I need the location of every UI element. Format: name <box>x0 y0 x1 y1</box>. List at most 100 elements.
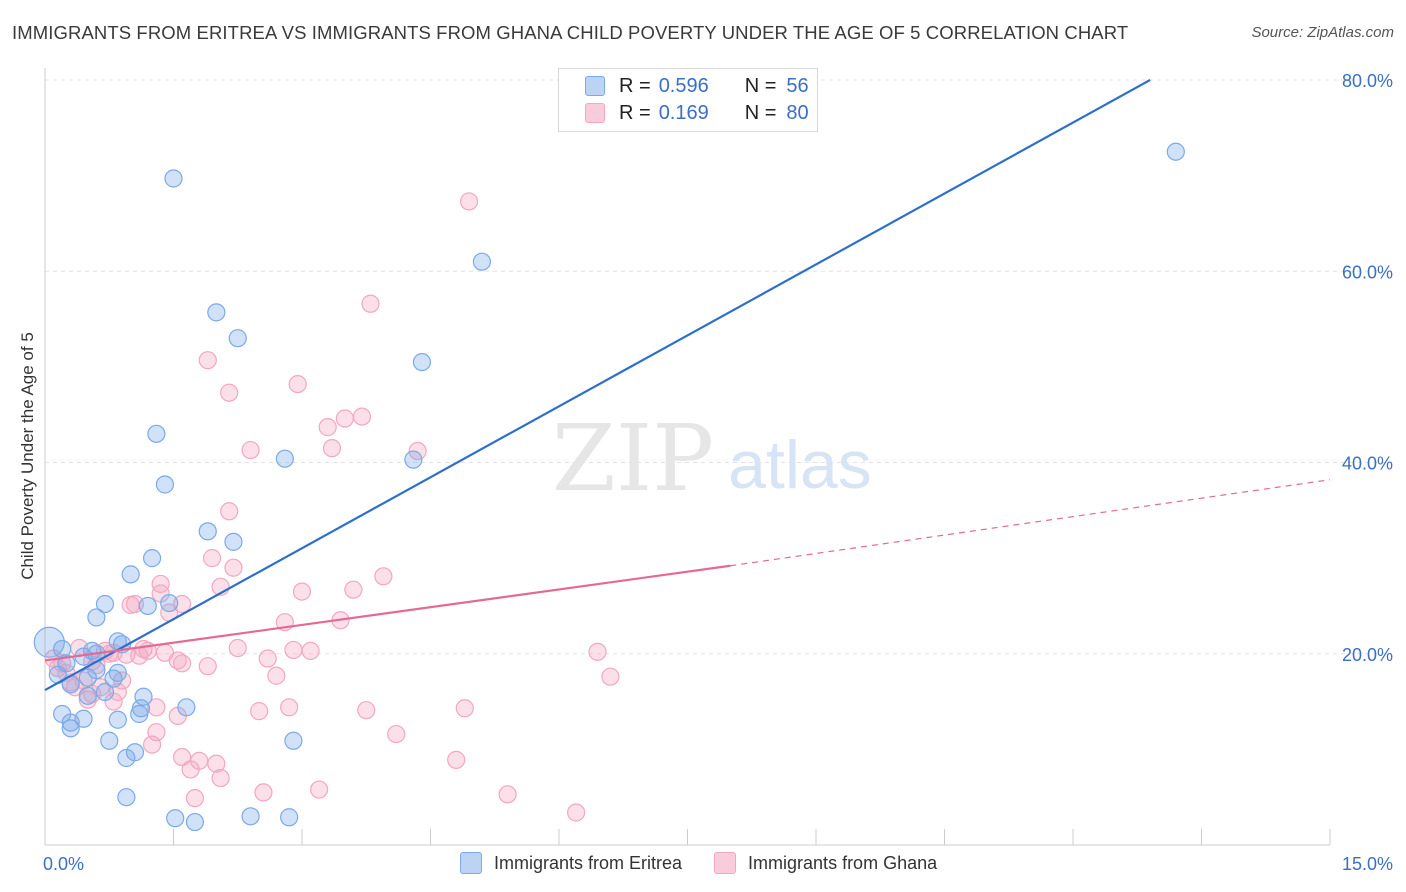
point-eritrea <box>74 709 93 728</box>
point-eritrea <box>142 549 162 568</box>
trend-line-ghana-extrapolated <box>730 479 1331 567</box>
point-ghana <box>408 441 427 461</box>
point-ghana <box>250 702 269 721</box>
point-ghana <box>198 657 217 676</box>
point-ghana <box>147 723 166 742</box>
point-ghana <box>228 638 247 658</box>
point-eritrea <box>33 626 65 658</box>
point-eritrea <box>87 608 106 627</box>
series-legend: Immigrants from Eritrea Immigrants from … <box>460 852 969 874</box>
point-ghana <box>224 558 243 577</box>
point-ghana <box>567 803 586 822</box>
point-ghana <box>220 502 239 521</box>
y-axis-label: Child Poverty Under the Age of 5 <box>18 332 37 580</box>
trend-line-ghana <box>44 564 731 662</box>
point-eritrea <box>177 698 196 717</box>
point-eritrea <box>207 303 226 322</box>
point-eritrea <box>117 788 136 807</box>
legend-label-eritrea: Immigrants from Eritrea <box>494 852 683 873</box>
point-ghana <box>447 750 466 769</box>
point-eritrea <box>125 743 145 762</box>
chart-title: IMMIGRANTS FROM ERITREA VS IMMIGRANTS FR… <box>12 22 1129 43</box>
point-eritrea <box>95 594 115 614</box>
legend-item-ghana[interactable]: Immigrants from Ghana <box>714 852 937 874</box>
point-ghana <box>459 192 479 211</box>
point-ghana <box>455 699 474 718</box>
point-eritrea <box>138 596 157 616</box>
point-eritrea <box>472 252 491 271</box>
legend-r-value: 0.169 <box>658 101 709 124</box>
point-ghana <box>254 783 273 802</box>
point-eritrea <box>134 687 153 706</box>
point-ghana <box>601 667 620 686</box>
legend-r-label: R = <box>619 101 651 124</box>
point-ghana <box>318 418 337 437</box>
point-eritrea <box>95 682 115 702</box>
point-ghana <box>301 641 320 660</box>
legend-n-label: N = <box>744 101 777 124</box>
legend-row-eritrea: R = 0.596 N = 56 <box>585 74 809 98</box>
point-ghana <box>147 698 166 717</box>
point-ghana <box>322 439 342 458</box>
point-eritrea <box>404 450 423 469</box>
point-ghana <box>357 701 376 720</box>
point-ghana <box>292 582 312 601</box>
point-ghana <box>202 549 222 568</box>
y-tick-label: 20.0% <box>1342 645 1393 665</box>
point-ghana <box>211 768 230 788</box>
point-ghana <box>280 698 299 717</box>
source-label: Source: ZipAtlas.com <box>1251 24 1394 41</box>
point-ghana <box>588 642 607 661</box>
legend-n-value: 56 <box>786 74 809 97</box>
y-tick-label: 60.0% <box>1342 262 1393 282</box>
point-ghana <box>344 580 363 599</box>
point-eritrea <box>108 710 127 729</box>
point-ghana <box>172 747 192 767</box>
point-ghana <box>267 666 286 685</box>
point-eritrea <box>185 812 205 832</box>
point-ghana <box>151 574 170 594</box>
y-tick-label: 40.0% <box>1342 454 1393 474</box>
point-eritrea <box>412 352 432 372</box>
point-ghana <box>335 409 354 428</box>
legend-n-label: N = <box>744 74 777 97</box>
point-ghana <box>374 567 393 586</box>
point-eritrea <box>160 593 179 613</box>
point-eritrea <box>241 807 260 826</box>
point-ghana <box>498 785 517 804</box>
point-eritrea <box>121 565 140 584</box>
point-ghana <box>241 440 260 460</box>
watermark: ZIP atlas <box>552 405 872 512</box>
correlation-legend: R = 0.596 N = 56 R = 0.169 N = 80 <box>558 68 818 132</box>
point-ghana <box>288 374 307 394</box>
legend-item-eritrea[interactable]: Immigrants from Eritrea <box>460 852 682 874</box>
legend-swatch-eritrea <box>460 852 482 874</box>
grid-lines <box>45 79 1392 655</box>
point-ghana <box>258 649 277 668</box>
point-eritrea <box>166 809 185 828</box>
point-eritrea <box>228 329 247 348</box>
x-tick-label: 0.0% <box>43 854 84 874</box>
point-ghana <box>172 594 192 614</box>
legend-label-ghana: Immigrants from Ghana <box>748 852 938 873</box>
point-ghana <box>108 682 127 702</box>
axes <box>44 68 1331 846</box>
point-eritrea <box>275 449 294 468</box>
y-tick-label: 80.0% <box>1342 71 1393 91</box>
point-ghana <box>284 640 303 660</box>
legend-row-ghana: R = 0.169 N = 80 <box>585 101 809 125</box>
point-ghana <box>310 780 329 799</box>
point-ghana <box>190 751 209 770</box>
point-eritrea <box>78 686 97 705</box>
watermark-zip: ZIP <box>552 405 714 512</box>
point-eritrea <box>164 169 183 188</box>
point-ghana <box>198 351 217 370</box>
trend-line-eritrea <box>44 79 1151 692</box>
point-eritrea <box>147 424 166 443</box>
point-eritrea <box>100 731 119 750</box>
legend-r-label: R = <box>619 74 651 97</box>
point-ghana <box>220 383 239 402</box>
point-eritrea <box>61 719 80 738</box>
series-ghana-points <box>44 192 620 822</box>
